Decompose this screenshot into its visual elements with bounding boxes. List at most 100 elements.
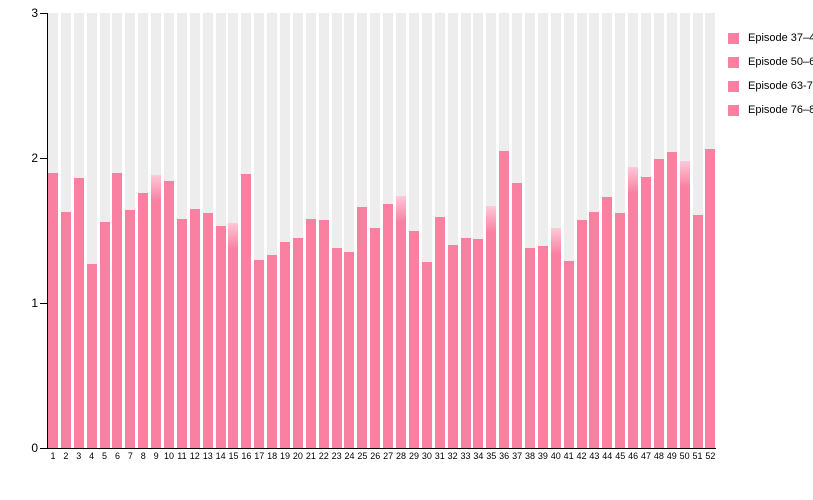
y-tick-mark bbox=[40, 303, 47, 304]
bar-slot bbox=[653, 13, 664, 448]
x-tick-label: 28 bbox=[396, 451, 407, 461]
bar-slot bbox=[215, 13, 226, 448]
bar bbox=[318, 220, 329, 448]
bar-slot bbox=[292, 13, 303, 448]
bar-slot bbox=[434, 13, 445, 448]
bar bbox=[164, 181, 175, 448]
bar bbox=[499, 150, 510, 448]
x-tick-label: 32 bbox=[447, 451, 458, 461]
bar-slot bbox=[692, 13, 703, 448]
x-tick-label: 27 bbox=[383, 451, 394, 461]
bar-slot bbox=[537, 13, 548, 448]
bar bbox=[73, 178, 84, 448]
x-tick-label: 19 bbox=[280, 451, 291, 461]
bar bbox=[267, 255, 278, 448]
bar-slot bbox=[60, 13, 71, 448]
x-tick-label: 47 bbox=[640, 451, 651, 461]
legend-label: Episode 37–4 bbox=[748, 32, 813, 44]
background-column bbox=[280, 13, 291, 448]
x-tick-label: 36 bbox=[499, 451, 510, 461]
y-tick-mark bbox=[40, 158, 47, 159]
x-tick-label: 16 bbox=[241, 451, 252, 461]
bar bbox=[370, 227, 381, 448]
x-tick-label: 9 bbox=[153, 451, 159, 461]
bar-slot bbox=[563, 13, 574, 448]
bar bbox=[228, 223, 239, 448]
bar-slot bbox=[512, 13, 523, 448]
x-tick-label: 12 bbox=[189, 451, 200, 461]
background-column bbox=[292, 13, 303, 448]
legend: Episode 37–4 Episode 50–6 Episode 63-7 Epis… bbox=[728, 32, 813, 116]
bar bbox=[563, 260, 574, 448]
bar bbox=[112, 172, 123, 448]
bar-slot bbox=[370, 13, 381, 448]
legend-item: Episode 63-7 bbox=[728, 80, 813, 92]
background-column bbox=[344, 13, 355, 448]
x-tick-label: 26 bbox=[370, 451, 381, 461]
bar-slot bbox=[331, 13, 342, 448]
y-tick-label: 3 bbox=[31, 6, 38, 20]
x-tick-label: 43 bbox=[589, 451, 600, 461]
bar-slot bbox=[421, 13, 432, 448]
background-column bbox=[86, 13, 97, 448]
bar-slot bbox=[705, 13, 716, 448]
bar-slot bbox=[241, 13, 252, 448]
bar bbox=[447, 245, 458, 448]
bar-slot bbox=[73, 13, 84, 448]
bar-slot bbox=[357, 13, 368, 448]
x-tick-label: 33 bbox=[460, 451, 471, 461]
bar bbox=[99, 221, 110, 448]
x-tick-label: 25 bbox=[357, 451, 368, 461]
bar-slot bbox=[176, 13, 187, 448]
bar-slot bbox=[280, 13, 291, 448]
bar-slot bbox=[112, 13, 123, 448]
bar bbox=[653, 159, 664, 448]
bar-slot bbox=[576, 13, 587, 448]
x-tick-label: 13 bbox=[202, 451, 213, 461]
bar bbox=[537, 246, 548, 448]
legend-swatch bbox=[728, 56, 739, 68]
bar bbox=[486, 205, 497, 448]
y-tick-label: 2 bbox=[31, 151, 38, 165]
bar-slot bbox=[460, 13, 471, 448]
bar bbox=[151, 175, 162, 448]
bar bbox=[640, 176, 651, 448]
bar bbox=[473, 239, 484, 448]
y-tick-mark bbox=[40, 448, 47, 449]
x-tick-label: 50 bbox=[679, 451, 690, 461]
bar bbox=[679, 160, 690, 448]
legend-label: Episode 63-7 bbox=[748, 80, 813, 92]
bar-slot bbox=[267, 13, 278, 448]
bar bbox=[241, 173, 252, 448]
bar-slot bbox=[383, 13, 394, 448]
bar-slot bbox=[640, 13, 651, 448]
x-tick-label: 40 bbox=[550, 451, 561, 461]
bar bbox=[189, 208, 200, 448]
bar-slot bbox=[486, 13, 497, 448]
bar bbox=[705, 149, 716, 448]
bar bbox=[48, 172, 58, 448]
x-tick-label: 24 bbox=[344, 451, 355, 461]
x-tick-label: 49 bbox=[666, 451, 677, 461]
x-tick-label: 44 bbox=[602, 451, 613, 461]
bar bbox=[692, 214, 703, 448]
bar-slot bbox=[524, 13, 535, 448]
x-tick-label: 5 bbox=[102, 451, 108, 461]
x-tick-label: 1 bbox=[50, 451, 56, 461]
bar bbox=[524, 247, 535, 448]
x-tick-label: 52 bbox=[705, 451, 716, 461]
bar bbox=[176, 218, 187, 448]
bar-slot bbox=[305, 13, 316, 448]
bar bbox=[550, 227, 561, 448]
background-column bbox=[331, 13, 342, 448]
bar bbox=[292, 237, 303, 448]
bar bbox=[434, 217, 445, 448]
x-tick-label: 3 bbox=[76, 451, 82, 461]
bar-slot bbox=[473, 13, 484, 448]
x-tick-label: 37 bbox=[512, 451, 523, 461]
bar bbox=[666, 152, 677, 448]
bar-slot bbox=[679, 13, 690, 448]
bar-slot bbox=[666, 13, 677, 448]
legend-item: Episode 50–6 bbox=[728, 56, 813, 68]
